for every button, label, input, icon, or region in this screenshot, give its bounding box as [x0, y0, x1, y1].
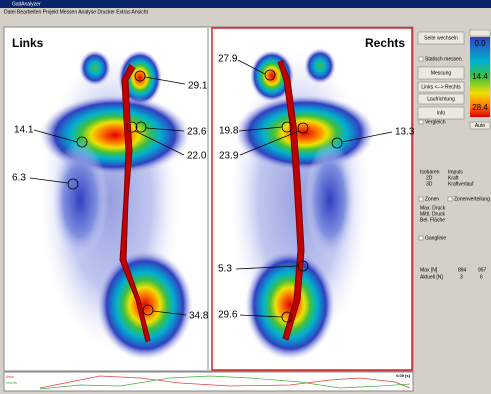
window-title: GaitAnalyzer — [12, 1, 41, 7]
pressure-label: 5.3 — [218, 264, 232, 275]
left-force-curve — [39, 375, 411, 389]
checkbox[interactable] — [418, 119, 424, 125]
pressure-label: 6.3 — [12, 173, 26, 184]
scale-label: 14.4 — [472, 72, 488, 81]
checkbox-label: Zonenverteilung — [454, 196, 490, 202]
radio-label[interactable]: Kraft — [448, 175, 459, 181]
button-label: Info — [437, 110, 446, 116]
pressure-label: 34.8 — [189, 311, 209, 322]
pressure-label: 14.1 — [14, 125, 34, 136]
pressure-label: 29.6 — [218, 310, 238, 321]
scale-label: 28.4 — [472, 103, 488, 112]
radio-label[interactable]: Mittl. Druck — [420, 211, 446, 217]
pressure-label: 19.8 — [219, 126, 239, 137]
panel-title: Links — [12, 36, 44, 50]
checkbox[interactable] — [418, 56, 424, 62]
button[interactable] — [417, 81, 465, 93]
radio-label[interactable]: 2D — [426, 175, 433, 181]
radio-label[interactable]: Max. Druck — [420, 205, 446, 211]
title-bar — [0, 0, 491, 8]
pressure-label: 23.9 — [219, 151, 239, 162]
selected-panel-frame — [211, 27, 413, 371]
radio-label[interactable]: Bel. Fläche — [420, 217, 445, 223]
left-gait-line — [119, 63, 151, 343]
button[interactable] — [417, 93, 465, 105]
checkbox-label: Statisch messen — [425, 56, 462, 62]
force-value: 6 — [480, 274, 483, 280]
radio-label[interactable]: Impuls — [448, 169, 463, 175]
force-value: 894 — [458, 267, 467, 273]
pressure-label: 27.9 — [218, 54, 238, 65]
checkbox-label: Zonen — [425, 196, 439, 202]
button-label: Messung — [431, 70, 452, 76]
force-label: Aktuell [N] — [420, 274, 443, 280]
radio-group: Isobaren Impuls 2D Kraft 3D Kraftverlauf — [420, 169, 474, 187]
radio-label[interactable]: Isobaren — [420, 169, 440, 175]
menu-bar[interactable]: Datei Bearbeiten Projekt Messen Analyse … — [4, 9, 149, 15]
radio-label[interactable]: Kraftverlauf — [448, 181, 474, 187]
button[interactable] — [417, 31, 465, 45]
left-callouts — [29, 70, 187, 316]
color-scale — [470, 37, 490, 117]
pressure-label: 29.1 — [188, 81, 208, 92]
checkbox[interactable] — [418, 235, 424, 241]
scale-header — [469, 29, 491, 37]
button-label: Auto — [475, 123, 486, 129]
pressure-label: 23.6 — [187, 127, 207, 138]
right-callouts — [235, 59, 393, 323]
button-label: Links <--> Rechts — [421, 84, 461, 90]
panel-title: Rechts — [365, 36, 405, 50]
force-value: 3 — [460, 274, 463, 280]
force-label: Max [N] — [420, 267, 438, 273]
checkbox-label: Ganglinie — [425, 235, 446, 241]
checkbox-label: Vergleich — [425, 119, 446, 125]
button-label: Seite wechseln — [424, 35, 458, 41]
left-foot-heatmap — [40, 50, 193, 360]
checkbox[interactable] — [418, 196, 424, 202]
button[interactable] — [469, 121, 491, 130]
time-readout: 0.00 [s] — [396, 373, 410, 378]
force-value: 957 — [478, 267, 487, 273]
timeline — [3, 371, 414, 392]
pressure-label: 22.0 — [187, 151, 207, 162]
legend-item: links — [6, 374, 14, 379]
right-force-curve — [39, 375, 411, 390]
button[interactable] — [417, 66, 465, 80]
scale-label: 0.0 — [474, 39, 486, 48]
checkbox[interactable] — [447, 196, 453, 202]
button[interactable] — [417, 106, 465, 120]
pressure-label: 13.3 — [395, 127, 415, 138]
radio-label[interactable]: 3D — [426, 181, 433, 187]
legend-item: rechts — [6, 380, 17, 385]
button-label: Laufrichtung — [427, 96, 455, 102]
